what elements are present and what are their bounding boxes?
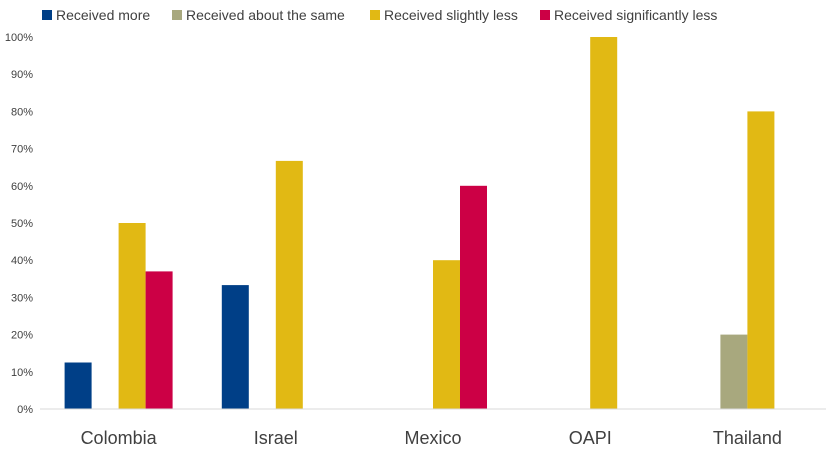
bar [275, 160, 303, 409]
bar [747, 111, 775, 410]
bar [64, 362, 92, 409]
y-tick-label: 50% [11, 218, 33, 230]
x-category-label: Colombia [81, 428, 158, 448]
bar [221, 285, 249, 409]
bar [460, 185, 487, 409]
legend-swatch [172, 10, 182, 20]
legend-swatch [42, 10, 52, 20]
bar [590, 37, 618, 409]
y-tick-label: 100% [5, 32, 33, 44]
y-tick-label: 60% [11, 181, 33, 193]
legend-label: Received slightly less [384, 7, 518, 23]
y-tick-label: 0% [17, 404, 33, 416]
x-axis: Colombia Israel Mexico OAPI Thailand [81, 428, 782, 448]
y-tick-label: 40% [11, 255, 33, 267]
bar [433, 260, 460, 409]
y-tick-label: 20% [11, 330, 33, 342]
bar [145, 271, 173, 409]
y-axis: 0% 10% 20% 30% 40% 50% 60% 70% 80% 90% 100% [5, 32, 33, 416]
bar [720, 334, 748, 409]
legend-label: Received more [56, 7, 150, 23]
y-tick-label: 30% [11, 292, 33, 304]
bar [118, 223, 146, 409]
x-category-label: Israel [254, 428, 298, 448]
x-category-label: Mexico [404, 428, 461, 448]
y-tick-label: 10% [11, 367, 33, 379]
legend-swatch [370, 10, 380, 20]
legend: Received more Received about the same Rece… [42, 7, 717, 23]
legend-label: Received significantly less [554, 7, 717, 23]
legend-swatch [540, 10, 550, 20]
y-tick-label: 90% [11, 69, 33, 81]
legend-label: Received about the same [186, 7, 345, 23]
bars [64, 37, 775, 410]
y-tick-label: 80% [11, 106, 33, 118]
y-tick-label: 70% [11, 144, 33, 156]
x-category-label: Thailand [713, 428, 782, 448]
x-category-label: OAPI [569, 428, 612, 448]
